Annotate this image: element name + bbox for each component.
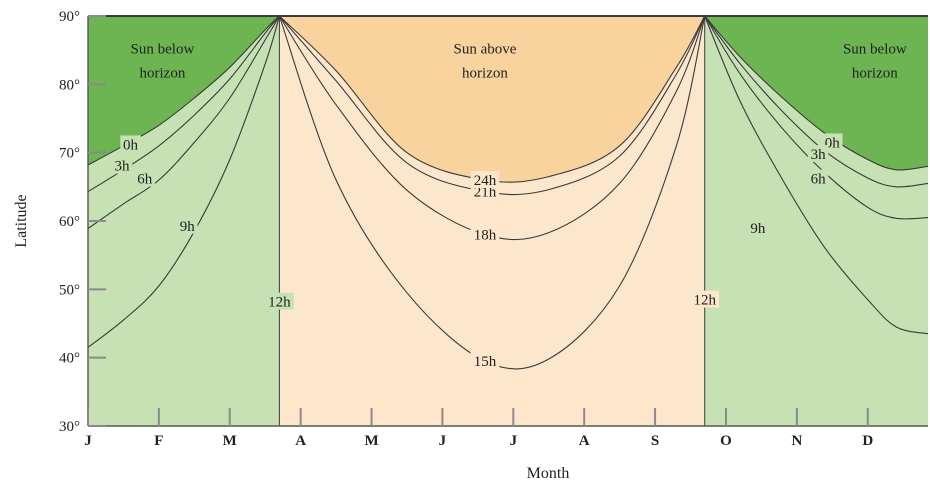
curve-6h (87, 15, 280, 229)
y-tick-label: 90° (59, 9, 80, 25)
curve-label-bg (134, 169, 155, 187)
curve-9h (704, 15, 929, 335)
equinox-label: 12h (693, 293, 716, 309)
x-tick-label: J (439, 433, 447, 449)
curve-label: 21h (474, 185, 497, 201)
curve-label: 0h (825, 135, 841, 151)
y-tick-label: 50° (59, 282, 80, 298)
curve-label-bg (177, 216, 198, 234)
curve-15h (278, 15, 706, 370)
x-tick-label: J (510, 433, 518, 449)
curve-label: 24h (474, 173, 497, 189)
region-label: Sun above horizon (454, 42, 517, 82)
curve-24h (279, 15, 706, 183)
x-tick-label: F (154, 433, 163, 449)
y-axis-title: Latitude (13, 194, 30, 247)
curve-label-bg (470, 352, 500, 370)
sun-above-region (279, 16, 705, 183)
curve-label: 0h (123, 137, 139, 153)
sun-below-region (88, 16, 280, 165)
curve-label: 15h (474, 354, 497, 370)
curve-label: 18h (474, 228, 497, 244)
y-tick-label: 40° (59, 351, 80, 367)
x-tick-label: J (84, 433, 92, 449)
curve-label: 3h (811, 147, 827, 163)
x-tick-label: M (223, 433, 237, 449)
region-fills (88, 16, 928, 426)
curve-18h (278, 15, 706, 241)
x-tick-label: M (364, 433, 378, 449)
y-tick-label: 70° (59, 146, 80, 162)
region-label: Sun below horizon (843, 42, 907, 82)
curve-label-bg (807, 169, 829, 187)
region-label: Sun below horizon (131, 42, 195, 82)
x-tick-label: D (862, 433, 873, 449)
curve-label-bg (747, 218, 769, 236)
curve-label-bg (120, 135, 141, 153)
curve-label: 6h (137, 172, 153, 188)
curve-label-bg (470, 171, 500, 188)
x-tick-label: A (295, 433, 306, 449)
curve-label: 6h (811, 172, 827, 188)
x-tick-label: S (651, 433, 659, 449)
curve-label-bg (111, 156, 133, 174)
y-tick-label: 60° (59, 214, 80, 230)
curve-label: 3h (115, 159, 131, 175)
x-tick-label: N (791, 433, 802, 449)
x-tick-label: A (579, 433, 590, 449)
labels: 30° 40° 50° 60° 70° 80° 90° J F M A M J J A S O N D Month La… (13, 9, 907, 482)
equinox-label-bg (690, 290, 720, 308)
equinox-label-bg (265, 292, 294, 310)
y-tick-label: 30° (59, 419, 80, 435)
equinox-label: 12h (268, 295, 291, 311)
y-tick-label: 80° (59, 77, 80, 93)
curve-label: 9h (180, 219, 196, 235)
x-tick-label: O (720, 433, 732, 449)
x-axis-title: Month (527, 465, 570, 482)
sun-below-region (704, 16, 928, 170)
curve-label-bg (470, 225, 500, 243)
curve-21h (278, 15, 706, 196)
axes (87, 15, 928, 427)
curve-label-bg (807, 145, 829, 163)
curve-label: 9h (750, 221, 766, 237)
